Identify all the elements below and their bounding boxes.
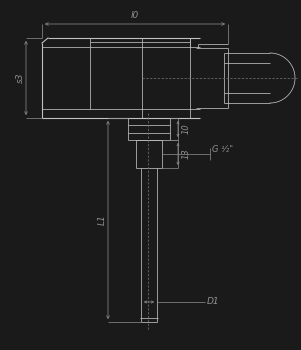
Text: l0: l0 — [131, 11, 139, 20]
Text: L1: L1 — [98, 215, 107, 225]
Text: s3: s3 — [15, 73, 24, 83]
Text: D1: D1 — [207, 298, 220, 307]
Text: G ¹⁄₂": G ¹⁄₂" — [212, 145, 233, 154]
Text: 13: 13 — [182, 149, 191, 159]
Text: 10: 10 — [182, 124, 191, 134]
